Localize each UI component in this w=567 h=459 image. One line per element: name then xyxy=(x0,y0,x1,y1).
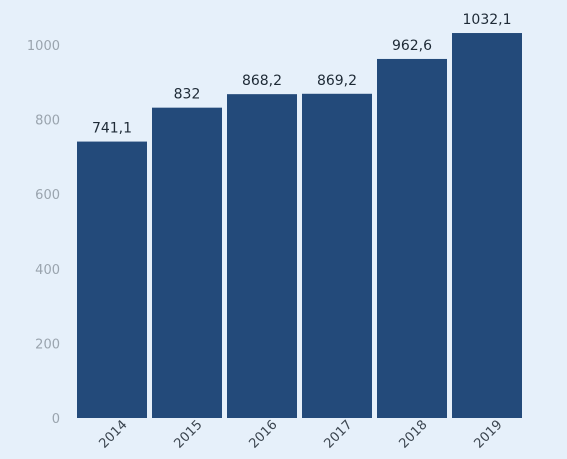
y-tick-label: 1000 xyxy=(27,39,60,54)
data-label: 741,1 xyxy=(92,121,132,137)
data-label: 832 xyxy=(174,87,201,103)
x-tick-label: 2014 xyxy=(97,418,131,452)
y-tick-label: 0 xyxy=(52,412,60,427)
x-tick-label: 2019 xyxy=(472,418,506,452)
bar-2018 xyxy=(377,58,447,419)
bar-2017 xyxy=(302,93,372,419)
x-tick-label: 2017 xyxy=(322,418,356,452)
bar-2014 xyxy=(77,141,147,418)
y-tick-label: 400 xyxy=(35,263,60,278)
x-tick-label: 2016 xyxy=(247,418,281,452)
data-label: 962,6 xyxy=(392,38,432,54)
bar-2019 xyxy=(452,33,522,418)
y-tick-label: 800 xyxy=(35,114,60,129)
bar-2016 xyxy=(227,94,297,418)
data-label: 869,2 xyxy=(317,73,357,89)
x-tick-label: 2018 xyxy=(397,418,431,452)
bar-2015 xyxy=(152,107,222,418)
y-tick-label: 200 xyxy=(35,337,60,352)
data-label: 868,2 xyxy=(242,73,282,89)
y-tick-label: 600 xyxy=(35,188,60,203)
x-tick-label: 2015 xyxy=(172,418,206,452)
data-label: 1032,1 xyxy=(463,12,512,28)
